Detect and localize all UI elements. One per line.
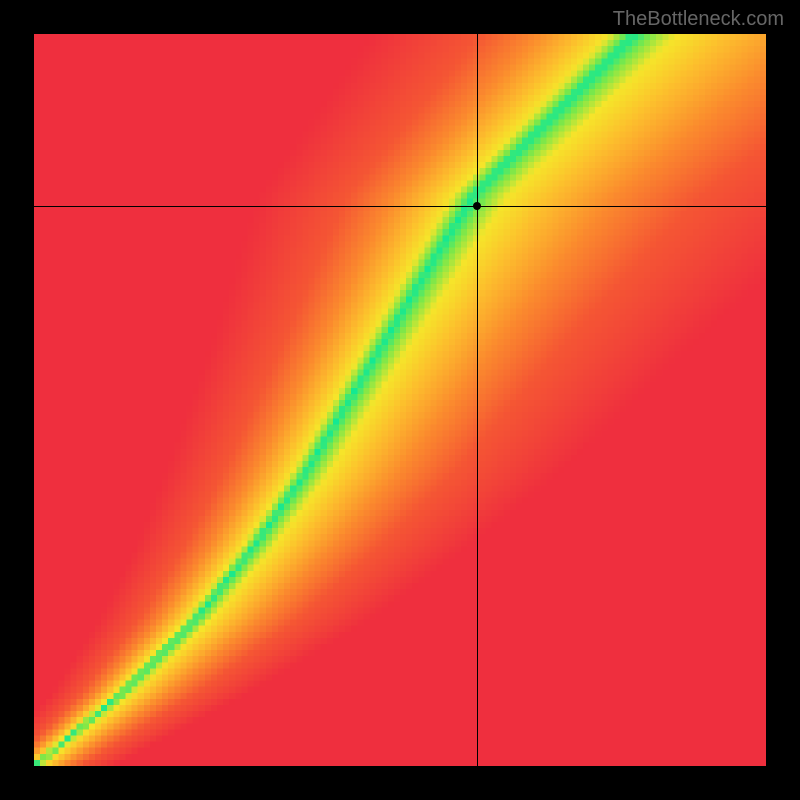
crosshair-horizontal	[34, 206, 766, 207]
plot-area	[34, 34, 766, 766]
crosshair-point	[473, 202, 481, 210]
watermark-text: TheBottleneck.com	[613, 8, 784, 31]
bottleneck-heatmap	[34, 34, 766, 766]
crosshair-vertical	[477, 34, 478, 766]
